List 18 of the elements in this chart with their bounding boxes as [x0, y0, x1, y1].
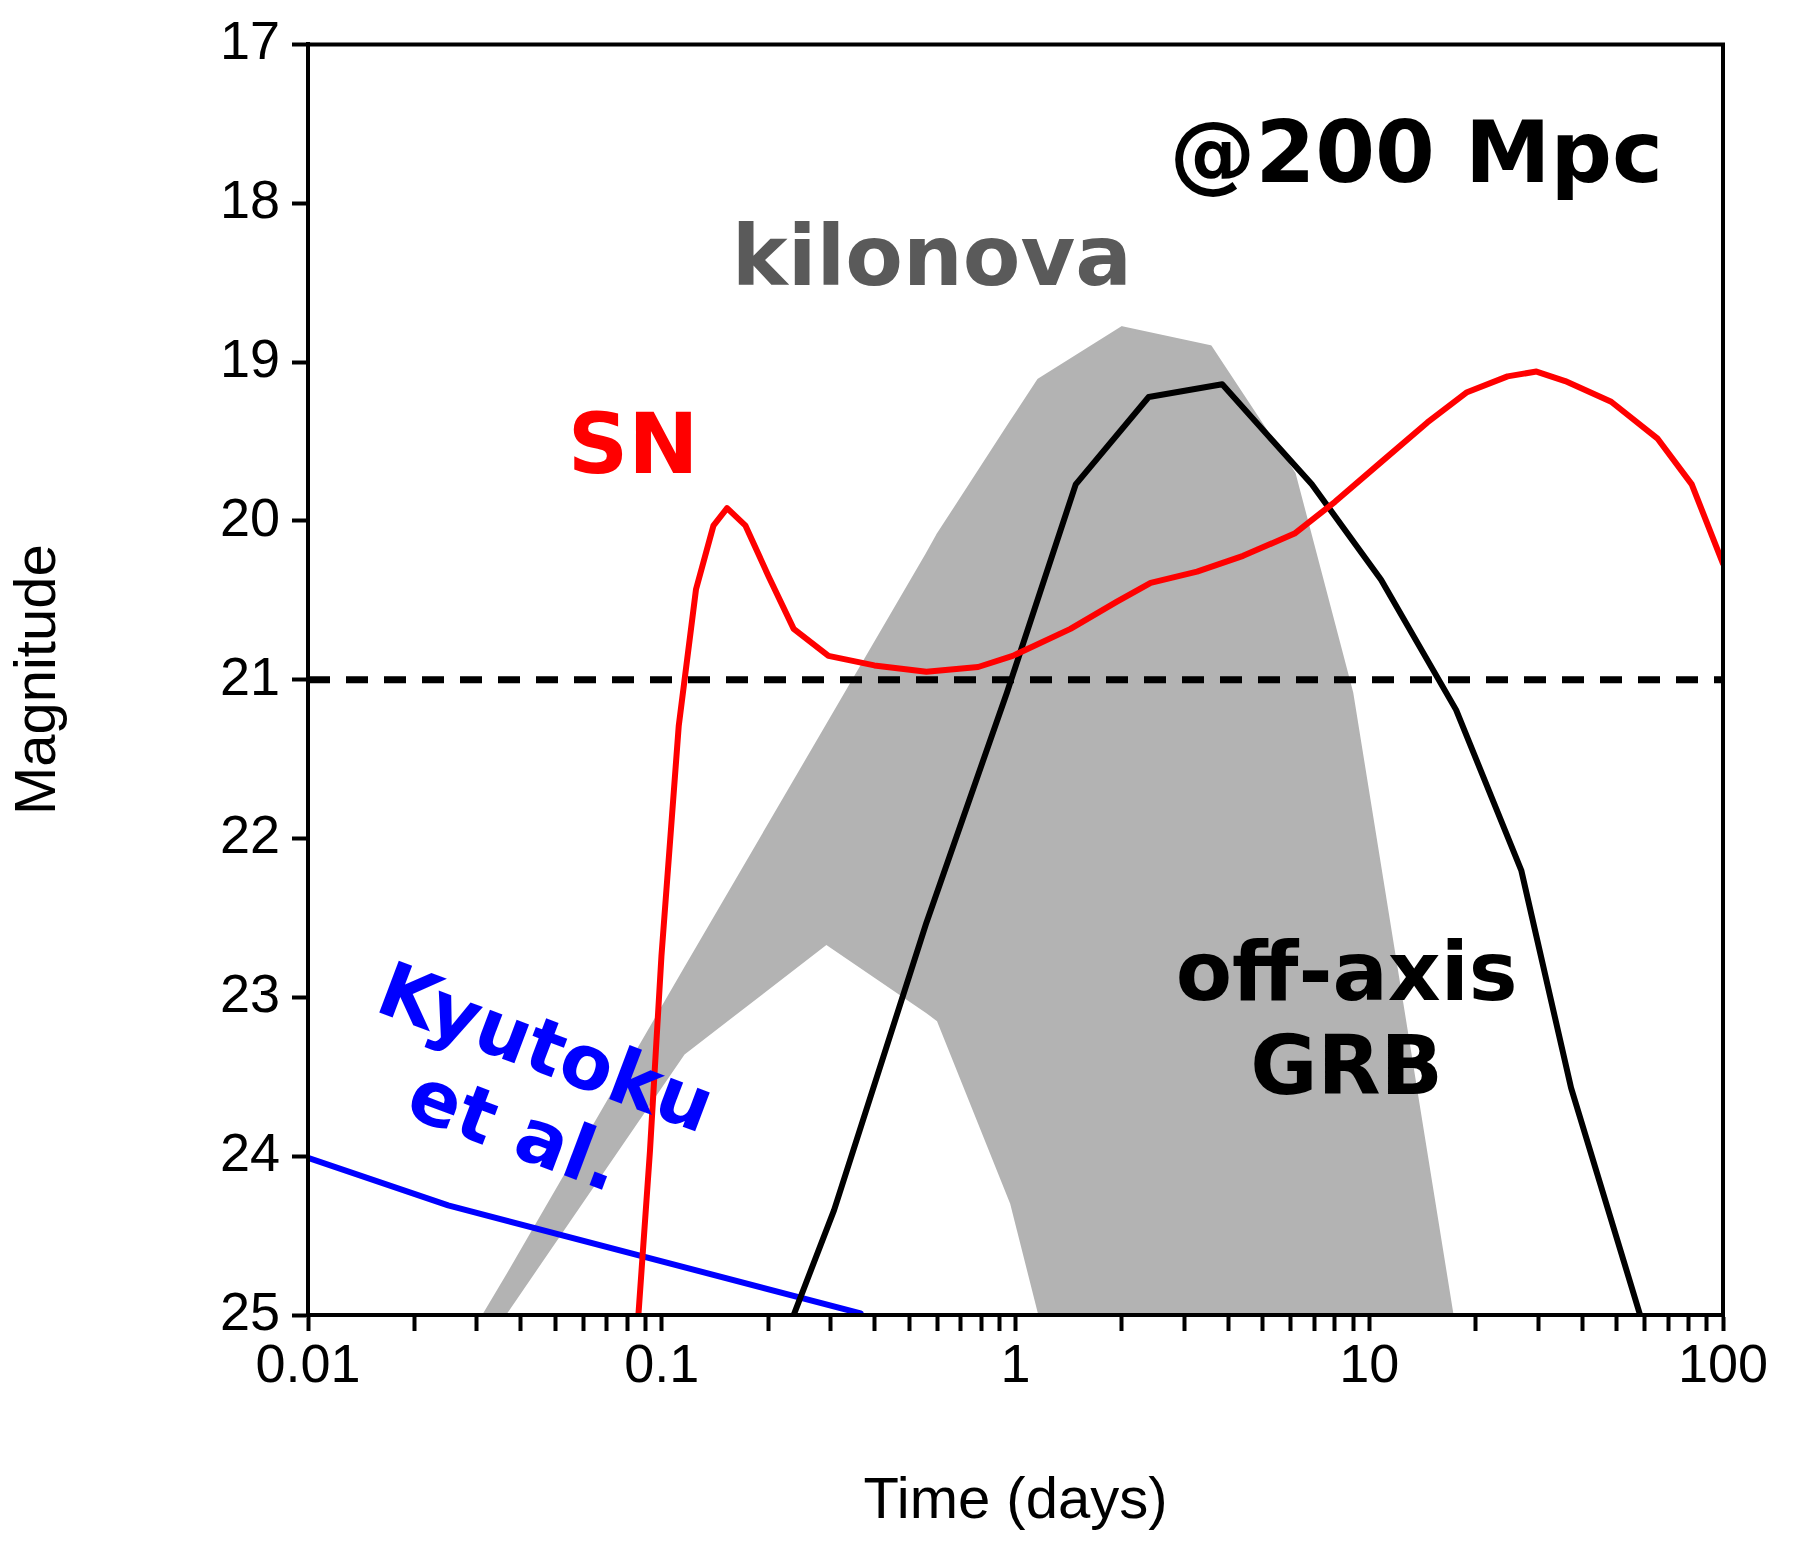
x-axis-title: Time (days): [863, 1465, 1168, 1531]
x-tick-label: 0.1: [624, 1333, 700, 1394]
y-tick-label: 20: [219, 486, 280, 547]
x-tick-label: 10: [1339, 1333, 1400, 1394]
y-tick-label: 22: [219, 804, 280, 865]
y-tick-label: 24: [219, 1122, 280, 1183]
x-tick-label: 100: [1677, 1333, 1769, 1394]
y-tick-label: 17: [219, 10, 280, 71]
y-tick-label: 21: [219, 645, 280, 706]
y-axis-title: Magnitude: [1, 544, 67, 816]
y-tick-label: 19: [219, 327, 280, 388]
y-tick-label: 18: [219, 169, 280, 230]
series-label: off-axis GRB: [1175, 924, 1518, 1114]
x-tick-label: 1: [1000, 1333, 1031, 1394]
series-label: kilonova: [731, 207, 1132, 306]
annotation: @200 Mpc: [1169, 101, 1663, 202]
series-label: SN: [567, 394, 699, 493]
y-tick-label: 23: [219, 963, 280, 1024]
